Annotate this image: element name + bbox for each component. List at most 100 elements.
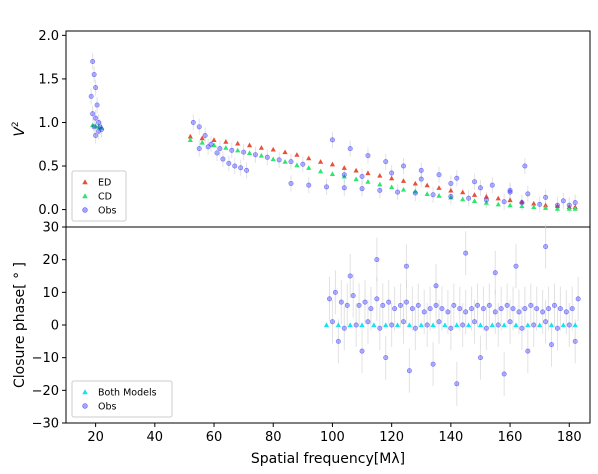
closure-phase-y-tick-label: 0 [51,319,59,334]
visibility-obs-point [522,163,528,169]
closure-phase-both-models-marker [477,322,484,328]
closure-phase-obs-point [472,319,478,325]
closure-phase-obs-point [424,322,430,328]
visibility-cd-marker [471,198,478,203]
visibility-obs-point [99,126,105,132]
closure-phase-both-models-marker [548,322,555,328]
visibility-ed-marker [317,159,324,164]
visibility-legend-label: Obs [98,206,117,217]
closure-phase-obs-point [365,319,371,325]
closure-phase-both-models-marker [347,322,353,328]
closure-phase-obs-point [338,299,344,305]
visibility-ed-marker [246,142,253,148]
closure-phase-obs-point [498,306,504,312]
closure-phase-obs-point [374,296,380,302]
visibility-ed-marker [400,178,407,183]
visibility-obs-point [400,163,406,169]
closure-phase-obs-point [549,342,555,348]
closure-phase-obs-point [540,309,546,315]
closure-phase-legend-box [71,380,173,418]
visibility-obs-point [88,93,94,99]
visibility-ed-marker [258,145,264,150]
closure-phase-y-tick-label: 20 [42,253,59,268]
closure-phase-obs-point [368,306,374,312]
x-axis-label: Spatial frequency[Mλ] [251,451,405,467]
visibility-obs-point [190,119,196,125]
visibility-obs-point [519,200,525,206]
x-tick-label: 160 [498,430,523,445]
visibility-ed-marker [495,195,501,201]
closure-phase-obs-point [400,319,406,325]
visibility-cd-marker [377,181,383,187]
visibility-obs-point [359,173,365,179]
closure-phase-obs-point [359,348,365,354]
closure-phase-obs-point [475,302,481,308]
closure-phase-both-models-marker [335,322,341,328]
closure-phase-obs-point [389,322,395,328]
visibility-ed-marker [294,152,300,157]
visibility-panel: 0.0 0.5 1.0 1.5 2.0 ED CD Obs V2 [11,29,591,228]
visibility-obs-point [448,194,454,200]
closure-phase-obs-point [546,306,552,312]
visibility-obs-point [418,167,424,173]
visibility-obs-point [252,152,258,158]
visibility-obs-point [93,133,99,139]
visibility-obs-point [572,200,578,206]
closure-phase-both-models-marker [442,322,448,328]
visibility-legend: ED CD Obs [71,170,127,222]
closure-phase-both-models-marker [383,322,389,328]
closure-phase-legend: Both Models Obs [71,380,173,418]
closure-phase-obs-point [374,257,380,263]
closure-phase-both-models-marker [430,322,436,328]
visibility-obs-point [560,198,566,204]
closure-phase-legend-label: Obs [98,402,117,413]
closure-phase-obs-point [454,381,460,387]
visibility-cd-marker [258,152,264,158]
closure-phase-y-tick-label: −20 [32,384,59,399]
visibility-ed-marker [507,197,513,203]
visibility-cd-marker [507,202,513,208]
visibility-cd-marker [495,201,501,207]
closure-phase-obs-point [421,309,427,315]
visibility-cd-marker [554,206,561,211]
closure-phase-both-models-marker [525,322,531,328]
visibility-plot-frame [65,30,591,228]
visibility-obs-point [525,191,531,197]
closure-phase-obs-point [510,306,516,312]
closure-phase-obs-point [534,306,540,312]
closure-phase-obs-point [516,309,522,315]
closure-phase-obs-point [332,289,338,295]
closure-phase-obs-point [554,325,560,331]
closure-phase-obs-point [347,273,353,279]
visibility-cd-marker [282,159,288,164]
closure-phase-obs-point [563,309,569,315]
x-tick-label: 140 [438,430,463,445]
visibility-ed-marker [223,139,229,144]
closure-phase-obs-point [353,322,359,328]
visibility-cd-marker [436,193,442,198]
visibility-y-axis-label-base: V [12,126,28,137]
visibility-ed-marker [365,170,371,176]
visibility-ed-marker [187,133,193,139]
visibility-ed-marker [436,185,442,190]
visibility-ed-marker [270,146,276,152]
closure-phase-obs-point [507,319,513,325]
visibility-cd-marker [270,156,276,162]
closure-phase-obs-point [436,319,442,325]
visibility-obs-point [232,163,238,169]
visibility-ed-marker [483,193,489,199]
closure-phase-obs-point [427,306,433,312]
visibility-obs-point [288,159,294,165]
closure-phase-both-models-marker [560,322,566,328]
closure-phase-obs-point [380,302,386,308]
closure-phase-obs-point [492,270,498,276]
visibility-cd-marker [542,205,549,210]
visibility-obs-point [96,119,102,125]
closure-phase-obs-point [501,371,507,377]
visibility-y-tick-label: 1.5 [38,72,59,87]
closure-phase-obs-point [430,361,436,367]
visibility-legend-marker [82,179,88,185]
closure-phase-obs-point [439,306,445,312]
closure-phase-obs-point [483,325,489,331]
